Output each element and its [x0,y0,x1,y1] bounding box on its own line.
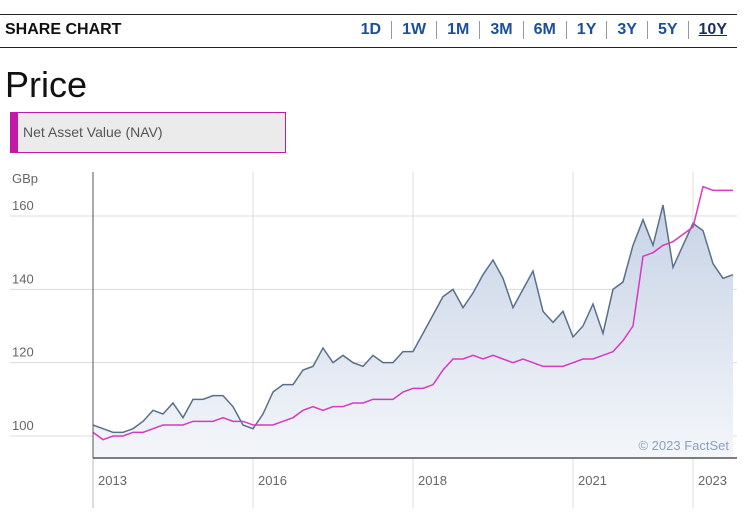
y-tick-label: 140 [12,271,34,286]
x-tick-label: 2021 [578,473,607,488]
y-tick-label: 120 [12,345,34,360]
legend[interactable]: Net Asset Value (NAV) [10,112,286,153]
range-tab[interactable]: 1W [391,21,436,39]
x-tick-label: 2016 [258,473,287,488]
range-tab[interactable]: 1M [436,21,479,39]
x-tick-label: 2013 [98,473,127,488]
series-line [92,204,734,434]
annotation: © 2023 FactSet [638,438,729,453]
header: SHARE CHART 1D 1W 1M 3M 6M 1Y 3Y 5Y 10Y [0,14,737,48]
range-tab[interactable]: 3M [479,21,522,39]
range-tab[interactable]: 3Y [606,21,647,39]
tabs: 1D 1W 1M 3M 6M 1Y 3Y 5Y 10Y [351,21,737,39]
range-tab[interactable]: 10Y [687,21,737,39]
x-tick-label: 2018 [418,473,447,488]
range-tab[interactable]: 6M [522,21,566,39]
range-tab[interactable]: 1D [360,21,382,38]
series-line [92,185,733,441]
y-axis-label: GBp [12,171,38,186]
y-tick-label: 160 [12,198,34,213]
legend-swatch [11,113,18,152]
price-area [93,205,733,458]
legend-label: Net Asset Value (NAV) [23,124,163,140]
section-title: Price [5,64,88,105]
range-tab[interactable]: 5Y [646,21,688,39]
range-tab[interactable]: 1Y [565,21,607,39]
x-tick-label: 2023 [698,473,727,488]
y-tick-label: 100 [12,418,34,433]
header-title: SHARE CHART [5,21,122,38]
